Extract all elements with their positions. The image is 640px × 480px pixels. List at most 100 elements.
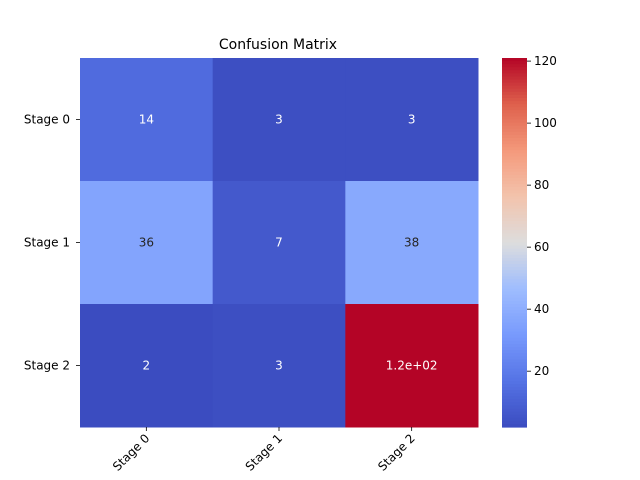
cell-value-label-r2-c0: 2 (143, 359, 151, 373)
colorbar-segment (502, 420, 527, 425)
colorbar-segment (502, 371, 527, 376)
colorbar-segment (502, 374, 527, 379)
colorbar-segment (502, 224, 527, 228)
colorbar-segment (502, 411, 527, 416)
colorbar-segment (502, 254, 527, 259)
colorbar-segment (502, 267, 527, 271)
colorbar-segment (502, 291, 527, 296)
colorbar-segment (502, 340, 527, 345)
colorbar-segment (502, 76, 527, 81)
colorbar-segment (502, 233, 527, 237)
colorbar-segment (502, 307, 527, 311)
colorbar-segment (502, 368, 527, 373)
colorbar-segment (502, 285, 527, 290)
colorbar-tick-label-0: 20 (534, 364, 549, 378)
colorbar-segment (502, 387, 527, 391)
colorbar-segment (502, 245, 527, 250)
colorbar-segment (502, 331, 527, 336)
colorbar-segment (502, 61, 527, 65)
colorbar-segment (502, 79, 527, 84)
colorbar-segment (502, 147, 527, 151)
colorbar-segment (502, 297, 527, 302)
colorbar-tick-label-5: 120 (534, 54, 557, 68)
colorbar-segment (502, 264, 527, 268)
colorbar-segment (502, 73, 527, 78)
colorbar-segment (502, 377, 527, 382)
y-tick-label-1: Stage 1 (24, 236, 70, 250)
colorbar-segment (502, 356, 527, 360)
colorbar-segment (502, 300, 527, 305)
colorbar-segment (502, 177, 527, 182)
colorbar-segment (502, 230, 527, 234)
colorbar-segment (502, 310, 527, 314)
colorbar-segment (502, 220, 527, 225)
colorbar-segment (502, 184, 527, 188)
y-tick-label-0: Stage 0 (24, 113, 70, 127)
colorbar-segment (502, 405, 527, 410)
colorbar-segment (502, 190, 527, 194)
colorbar-segment (502, 64, 527, 68)
colorbar-segment (502, 359, 527, 364)
colorbar-segment (502, 104, 527, 108)
cell-value-label-r2-c2: 1.2e+02 (386, 359, 438, 373)
colorbar-segment (502, 270, 527, 274)
colorbar-segment (502, 417, 527, 422)
colorbar-segment (502, 248, 527, 253)
colorbar-segment (502, 365, 527, 370)
colorbar-segment (502, 353, 527, 357)
colorbar-segment (502, 116, 527, 121)
colorbar-segment (502, 141, 527, 145)
colorbar-segment (502, 101, 527, 105)
colorbar-segment (502, 119, 527, 124)
colorbar-segment (502, 304, 527, 308)
colorbar-segment (502, 350, 527, 354)
cell-value-label-r0-c2: 3 (408, 113, 416, 127)
colorbar-segment (502, 208, 527, 213)
colorbar-segment (502, 408, 527, 413)
colorbar-segment (502, 187, 527, 191)
colorbar-segment (502, 322, 527, 327)
colorbar-segment (502, 174, 527, 179)
colorbar-segment (502, 390, 527, 394)
cell-value-label-r0-c1: 3 (275, 113, 283, 127)
colorbar-tick-label-4: 100 (534, 116, 557, 130)
heatmap-cell-r1-c0 (80, 181, 214, 305)
colorbar-segment (502, 227, 527, 231)
colorbar-segment (502, 193, 527, 197)
colorbar-segment (502, 67, 527, 71)
colorbar-segment (502, 131, 527, 136)
colorbar-segment (502, 396, 527, 400)
colorbar-segment (502, 282, 527, 287)
colorbar-segment (502, 153, 527, 157)
colorbar-segment (502, 347, 527, 351)
colorbar-segment (502, 159, 527, 164)
heatmap-cell-r2-c0 (80, 304, 214, 428)
colorbar-segment (502, 319, 527, 324)
colorbar-segment (502, 88, 527, 93)
colorbar: 20 40 60 80 100 120 (502, 54, 557, 428)
x-tick-label-0: Stage 0 (110, 431, 153, 474)
cell-value-label-r0-c0: 14 (139, 113, 154, 127)
colorbar-segment (502, 316, 527, 320)
chart-title: Confusion Matrix (219, 37, 337, 53)
colorbar-segment (502, 58, 527, 62)
colorbar-segment (502, 94, 527, 99)
colorbar-segment (502, 211, 527, 216)
colorbar-segment (502, 181, 527, 185)
cell-value-label-r1-c0: 36 (139, 236, 154, 250)
colorbar-segment (502, 380, 527, 385)
colorbar-segment (502, 199, 527, 204)
colorbar-segment (502, 325, 527, 330)
colorbar-tick-label-1: 40 (534, 302, 549, 316)
colorbar-segment (502, 171, 527, 176)
colorbar-segment (502, 236, 527, 241)
colorbar-segment (502, 91, 527, 96)
colorbar-segment (502, 402, 527, 407)
x-tick-labels: Stage 0 Stage 1 Stage 2 (110, 427, 418, 474)
colorbar-tick-label-2: 60 (534, 240, 549, 254)
heatmap-cell-r1-c2 (345, 181, 479, 305)
colorbar-segment (502, 313, 527, 317)
colorbar-segment (502, 122, 527, 127)
colorbar-segment (502, 239, 527, 244)
